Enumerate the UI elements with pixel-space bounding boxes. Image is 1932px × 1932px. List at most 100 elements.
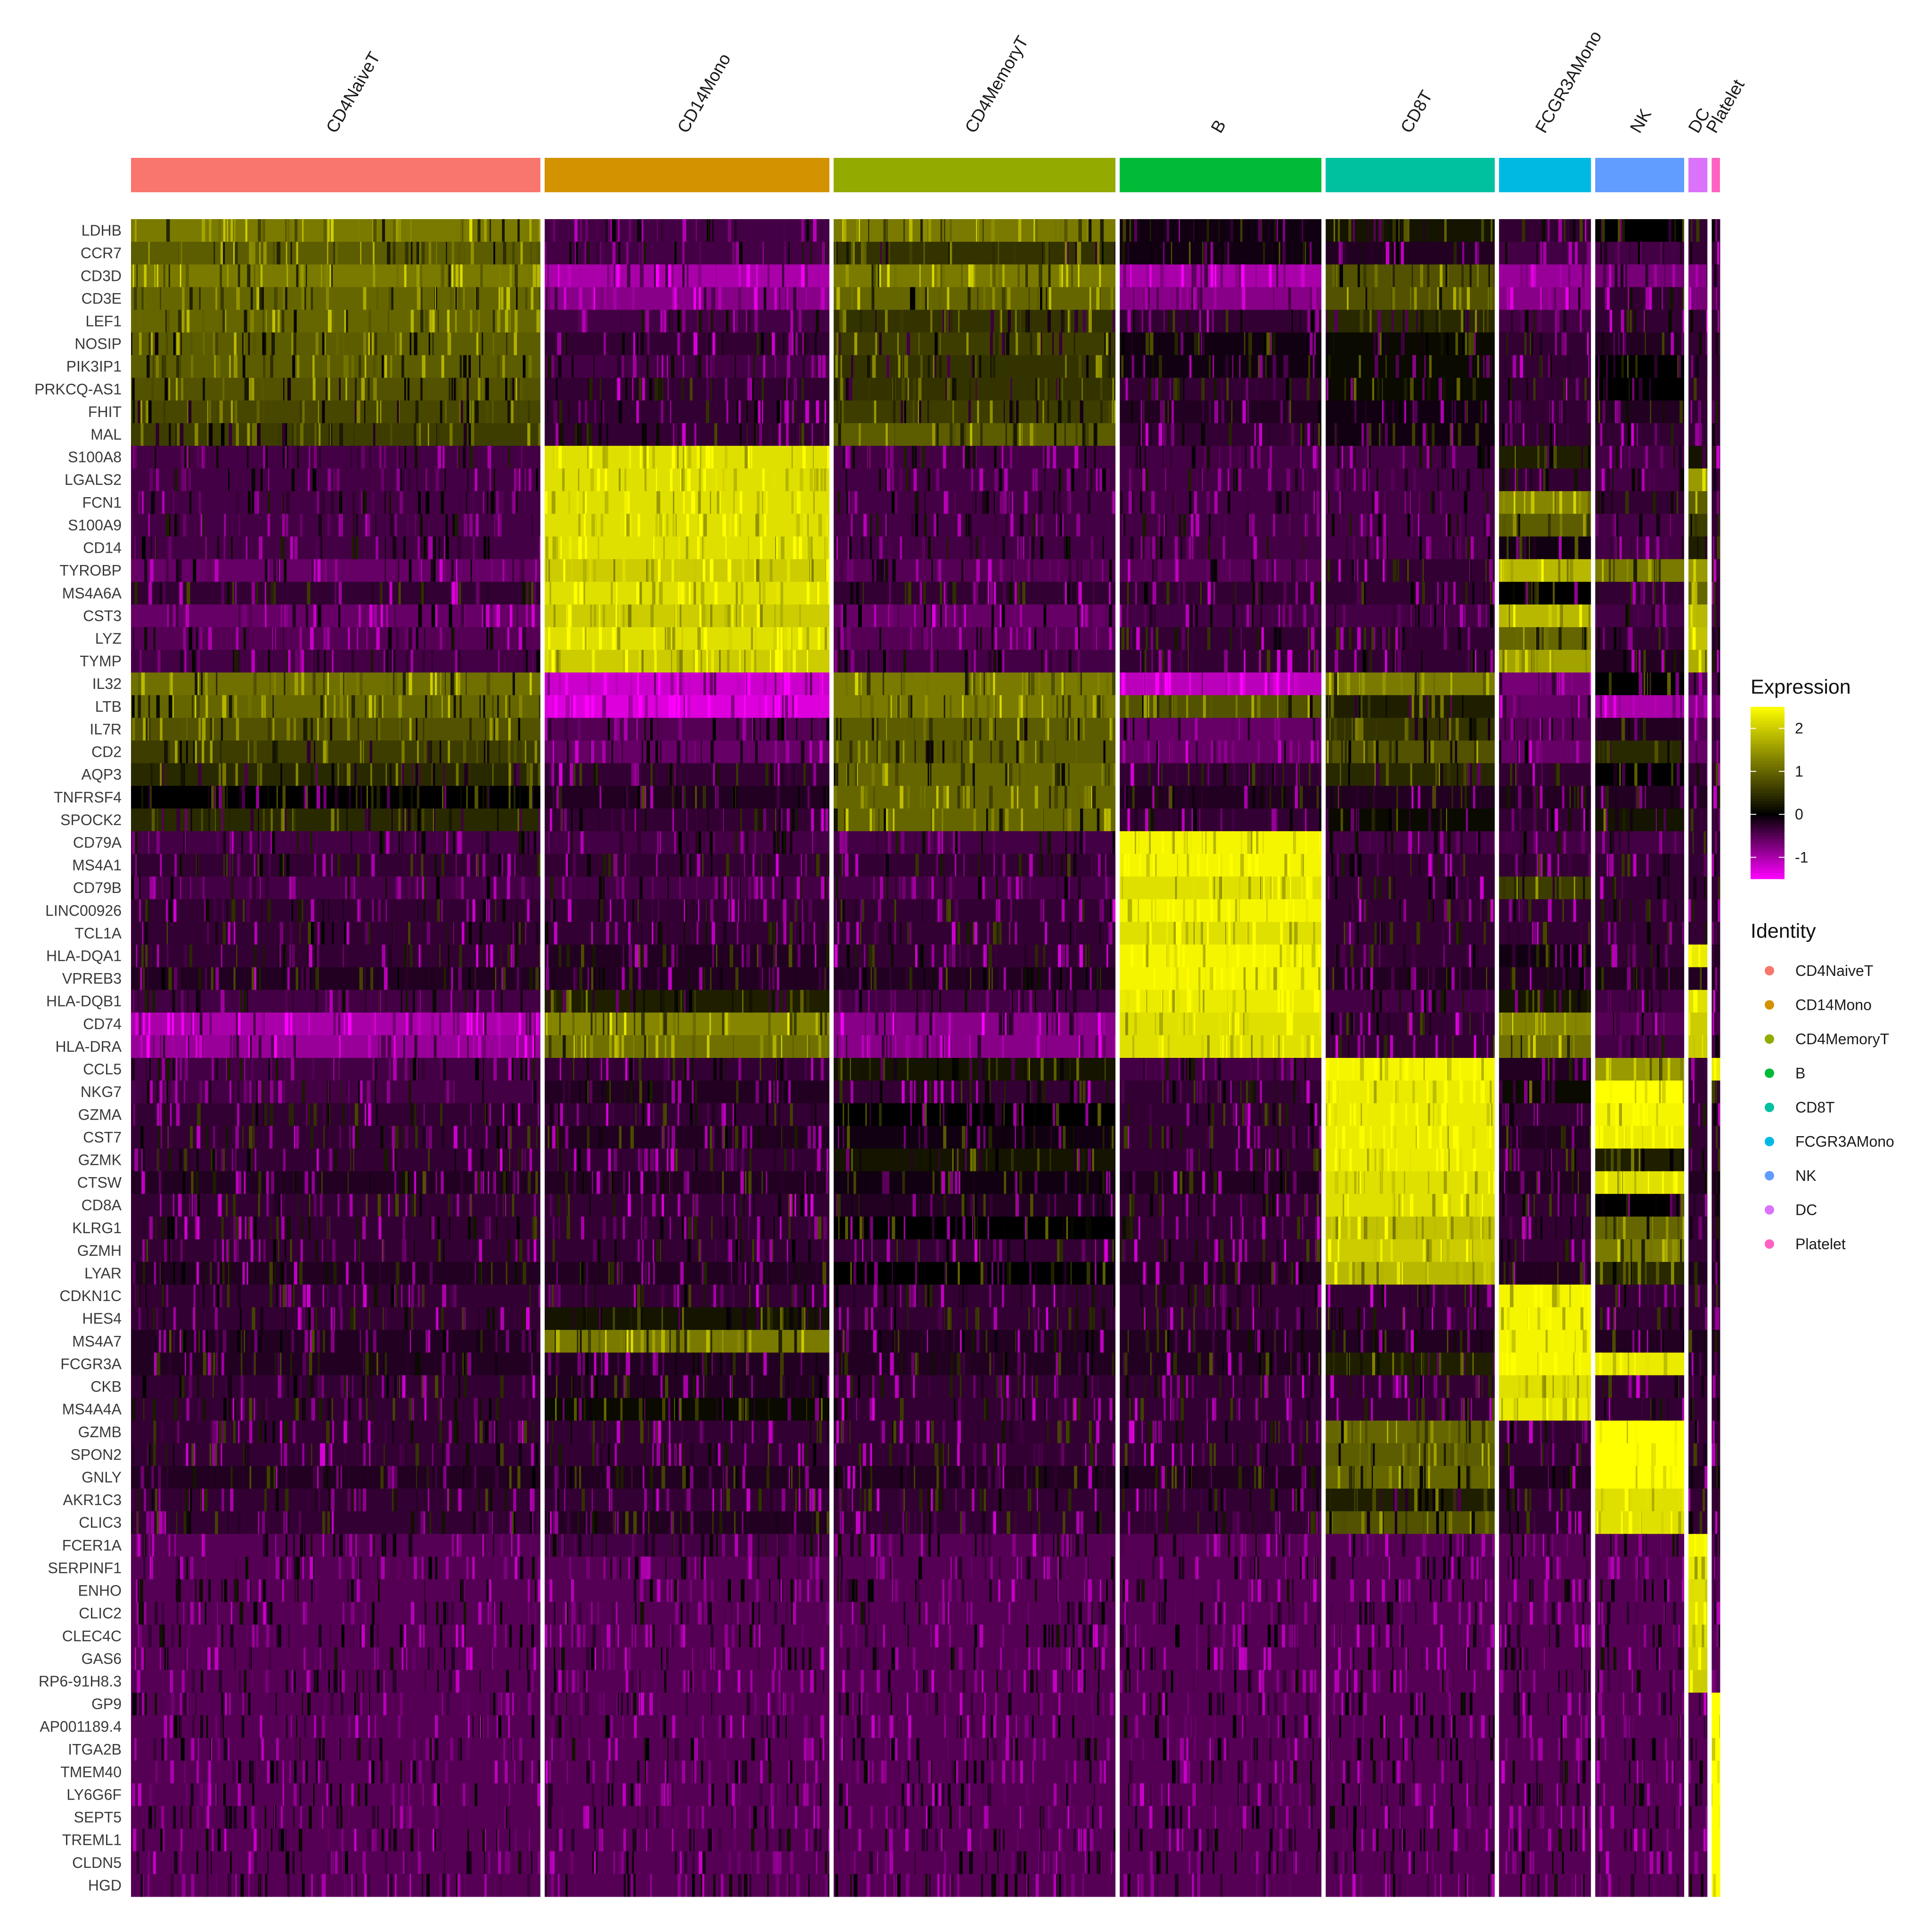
heatmap-cell-fcgr3amono-ckb [1499, 1375, 1591, 1399]
heatmap-cell-cd4naivet-cd79a [131, 831, 541, 854]
gene-label-hla-dqa1: HLA-DQA1 [46, 948, 122, 965]
heatmap-cell-platelet-fhit [1711, 400, 1720, 424]
heatmap-cell-cd8t-cd8a [1326, 1194, 1495, 1217]
heatmap-cell-dc-gas6 [1688, 1647, 1708, 1670]
heatmap-cell-cd14mono-cst7 [544, 1126, 830, 1149]
heatmap-cell-nk-fhit [1595, 400, 1685, 424]
heatmap-cell-nk-cd74 [1595, 1012, 1685, 1036]
heatmap-cell-b-ms4a7 [1120, 1330, 1322, 1353]
heatmap-cell-dc-tmem40 [1688, 1760, 1708, 1784]
heatmap-cell-cd14mono-linc00926 [544, 899, 830, 922]
heatmap-cell-dc-tymp [1688, 650, 1708, 673]
heatmap-cell-fcgr3amono-gnly [1499, 1465, 1591, 1489]
colorbar-segment [1751, 741, 1785, 745]
gene-label-lgals2: LGALS2 [65, 471, 122, 488]
heatmap-cell-cd4memoryt-gp9 [834, 1693, 1116, 1716]
heatmap-cell-cd4memoryt-mal [834, 423, 1116, 446]
gene-label-akr1c3: AKR1C3 [63, 1491, 122, 1508]
heatmap-cell-b-gnly [1120, 1465, 1322, 1489]
heatmap-cell-nk-akr1c3 [1595, 1489, 1685, 1512]
heatmap-cell-platelet-gzmk [1711, 1148, 1720, 1172]
gene-label-ms4a6a: MS4A6A [62, 585, 122, 602]
heatmap-cell-cd8t-tcl1a [1326, 922, 1495, 945]
gene-label-cd3d: CD3D [81, 267, 122, 284]
heatmap-cell-cd14mono-tyrobp [544, 559, 830, 582]
heatmap-cell-dc-cd79b [1688, 876, 1708, 900]
heatmap-cell-platelet-ap001189-4 [1711, 1715, 1720, 1738]
heatmap-cell-cd8t-hla-dqb1 [1326, 990, 1495, 1013]
heatmap-cell-cd4memoryt-cd14 [834, 536, 1116, 560]
heatmap-cell-cd4memoryt-pik3ip1 [834, 355, 1116, 378]
gene-label-cd2: CD2 [91, 744, 122, 761]
heatmap-cell-platelet-sept5 [1711, 1806, 1720, 1829]
colorbar-tick-label: 1 [1795, 763, 1803, 780]
colorbar-segment [1751, 784, 1785, 787]
heatmap-cell-nk-prkcq-as1 [1595, 377, 1685, 401]
heatmap-cell-cd14mono-pik3ip1 [544, 355, 830, 378]
heatmap-cell-cd8t-ldhb [1326, 219, 1495, 242]
heatmap-cell-dc-tcl1a [1688, 922, 1708, 945]
heatmap-cell-cd4naivet-gzma [131, 1103, 541, 1126]
heatmap-cell-nk-ms4a6a [1595, 581, 1685, 605]
heatmap-cell-cd14mono-clic3 [544, 1511, 830, 1534]
heatmap-cell-platelet-ly6g6f [1711, 1783, 1720, 1807]
heatmap-cell-dc-prkcq-as1 [1688, 377, 1708, 401]
heatmap-cell-dc-cd79a [1688, 831, 1708, 854]
gene-label-lyar: LYAR [84, 1265, 122, 1282]
heatmap-cell-cd14mono-ly6g6f [544, 1783, 830, 1807]
heatmap-cell-cd4memoryt-ms4a1 [834, 854, 1116, 877]
gene-label-hgd: HGD [88, 1877, 122, 1894]
heatmap-cell-nk-lyar [1595, 1261, 1685, 1285]
heatmap-cell-dc-akr1c3 [1688, 1489, 1708, 1512]
colorbar-tick-label: 0 [1795, 806, 1803, 823]
heatmap-cell-b-ms4a4a [1120, 1398, 1322, 1421]
heatmap-cell-cd4memoryt-treml1 [834, 1828, 1116, 1852]
heatmap-cell-b-cd79b [1120, 876, 1322, 900]
heatmap-cell-cd8t-gnly [1326, 1465, 1495, 1489]
heatmap-cell-b-cd74 [1120, 1012, 1322, 1036]
gene-label-gp9: GP9 [91, 1695, 122, 1712]
heatmap-cell-cd14mono-sept5 [544, 1806, 830, 1829]
heatmap-cell-cd14mono-cdkn1c [544, 1285, 830, 1308]
heatmap-cell-platelet-il32 [1711, 672, 1720, 696]
heatmap-cell-fcgr3amono-enho [1499, 1579, 1591, 1603]
gene-label-gzma: GZMA [78, 1106, 122, 1123]
heatmap-cell-dc-tnfrsf4 [1688, 786, 1708, 809]
heatmap-cell-nk-ctsw [1595, 1171, 1685, 1195]
heatmap-cell-nk-gzma [1595, 1103, 1685, 1126]
heatmap-cell-cd4naivet-ly6g6f [131, 1783, 541, 1807]
heatmap-cell-b-akr1c3 [1120, 1489, 1322, 1512]
heatmap-cell-platelet-clec4c [1711, 1624, 1720, 1648]
heatmap-cell-dc-nkg7 [1688, 1081, 1708, 1104]
heatmap-cell-cd4naivet-clic2 [131, 1602, 541, 1625]
heatmap-cell-cd8t-cst3 [1326, 604, 1495, 628]
heatmap-cell-cd4memoryt-prkcq-as1 [834, 377, 1116, 401]
cluster-label-cd8t: CD8T [1397, 87, 1436, 136]
colorbar-segment [1751, 750, 1785, 753]
heatmap-cell-fcgr3amono-hla-dqb1 [1499, 990, 1591, 1013]
cluster-label-b: B [1207, 116, 1230, 136]
gene-label-tmem40: TMEM40 [60, 1763, 122, 1780]
heatmap-cell-b-ctsw [1120, 1171, 1322, 1195]
heatmap-cell-b-pik3ip1 [1120, 355, 1322, 378]
heatmap-cell-b-tmem40 [1120, 1760, 1322, 1784]
heatmap-cell-nk-clic3 [1595, 1511, 1685, 1534]
heatmap-cell-b-gp9 [1120, 1693, 1322, 1716]
heatmap-cell-nk-gnly [1595, 1465, 1685, 1489]
heatmap-cell-nk-sept5 [1595, 1806, 1685, 1829]
heatmap-cell-cd4naivet-hla-dqa1 [131, 944, 541, 968]
gene-label-treml1: TREML1 [62, 1832, 122, 1849]
heatmap-cell-cd14mono-klrg1 [544, 1216, 830, 1240]
heatmap-cell-platelet-cldn5 [1711, 1851, 1720, 1875]
heatmap-cell-b-lef1 [1120, 310, 1322, 333]
heatmap-cell-nk-s100a9 [1595, 514, 1685, 537]
heatmap-cell-dc-gzmh [1688, 1239, 1708, 1262]
heatmap-cell-platelet-pik3ip1 [1711, 355, 1720, 378]
heatmap-cell-cd14mono-cd2 [544, 740, 830, 764]
heatmap-cell-b-aqp3 [1120, 763, 1322, 786]
heatmap-cell-fcgr3amono-il32 [1499, 672, 1591, 696]
heatmap-cell-cd4memoryt-fhit [834, 400, 1116, 424]
heatmap-cell-dc-ctsw [1688, 1171, 1708, 1195]
heatmap-cell-cd8t-tymp [1326, 650, 1495, 673]
heatmap-cell-cd14mono-ldhb [544, 219, 830, 242]
